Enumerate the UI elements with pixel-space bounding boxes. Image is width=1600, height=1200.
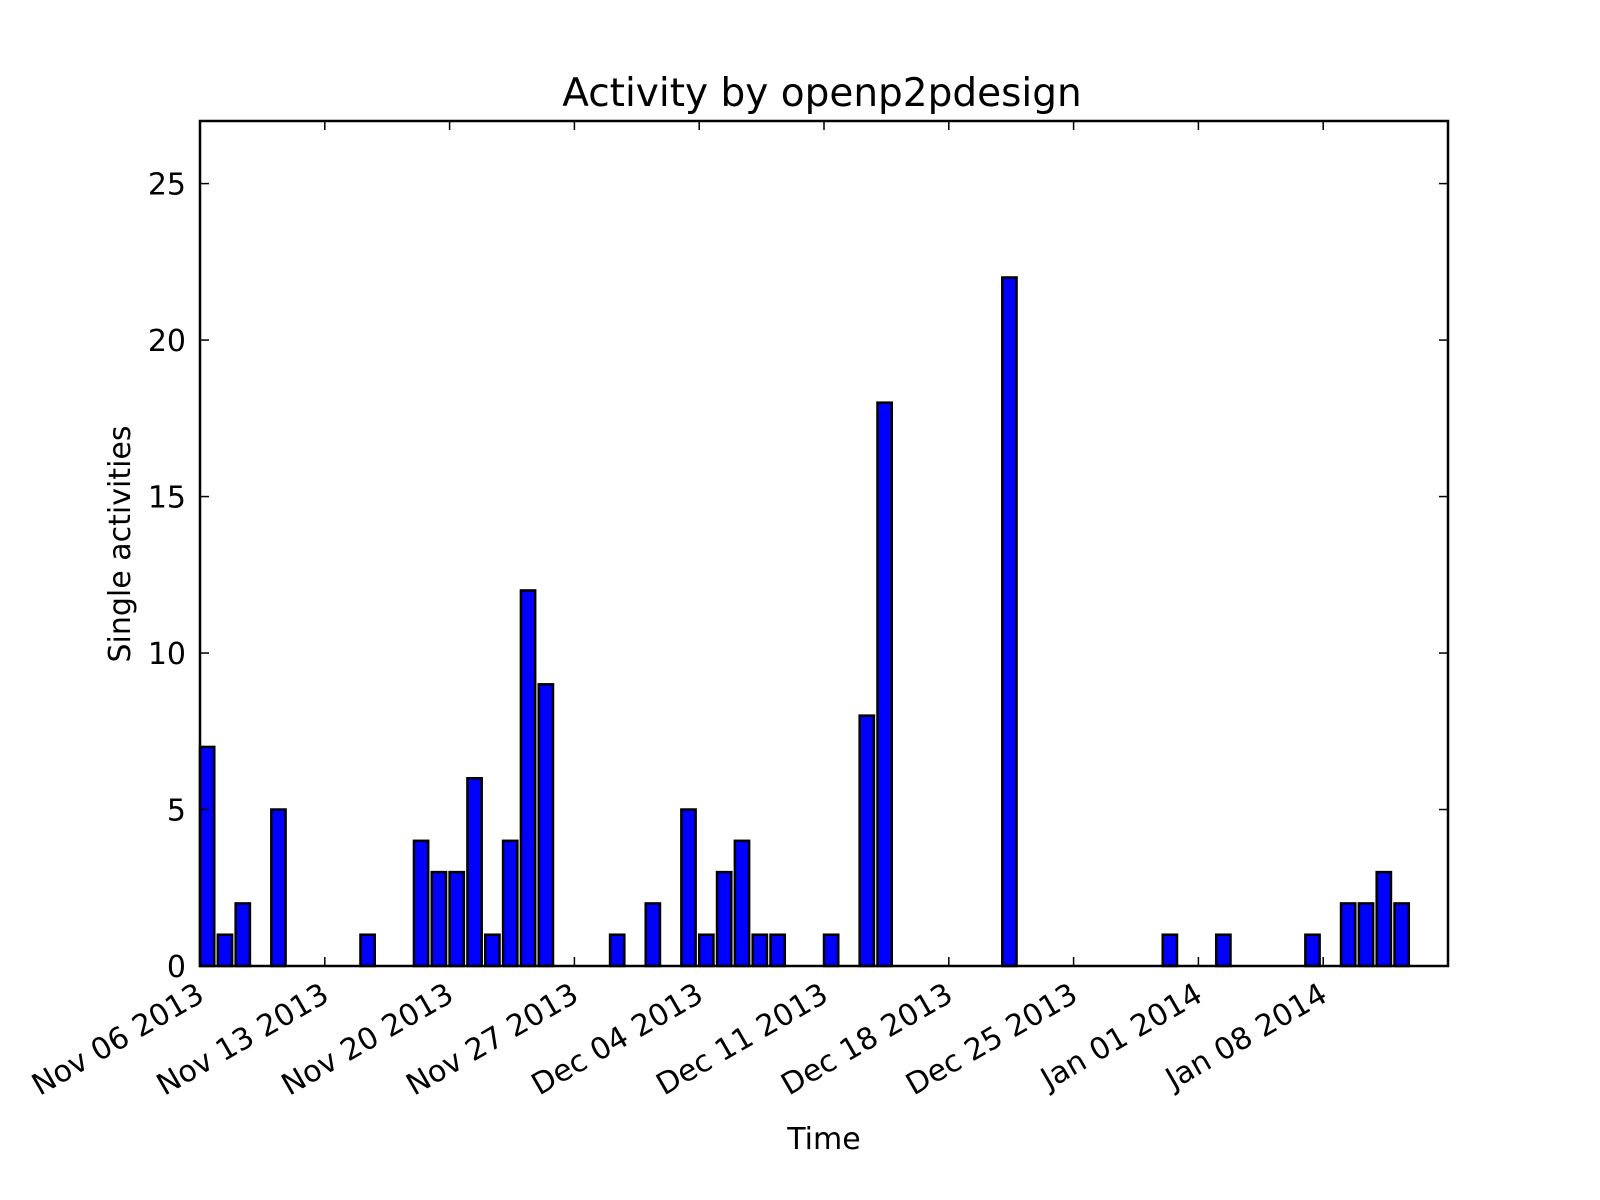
y-axis-label: Single activities (103, 425, 138, 662)
bar-2013-11-06 (198, 745, 216, 968)
bar-2014-01-10 (1357, 902, 1375, 968)
bar-2013-12-08 (769, 933, 787, 968)
bar-2013-11-25 (537, 683, 555, 968)
bar-2013-12-06 (733, 839, 751, 968)
bar-2013-11-07 (216, 933, 234, 968)
y-tick-label-20: 20 (148, 324, 186, 359)
bar-2013-12-13 (858, 714, 876, 968)
bar-2014-01-12 (1393, 902, 1411, 968)
bar-2013-11-20 (448, 870, 466, 968)
y-tick-label-15: 15 (148, 481, 186, 516)
bar-2013-11-24 (519, 589, 537, 968)
bar-2013-11-29 (608, 933, 626, 968)
bar-2014-01-02 (1214, 933, 1232, 968)
y-tick-label-25: 25 (148, 168, 186, 203)
y-tick-label-10: 10 (148, 637, 186, 672)
bar-2014-01-11 (1375, 870, 1393, 968)
bar-2014-01-07 (1304, 933, 1321, 968)
bar-2013-11-08 (234, 902, 252, 968)
bar-2013-12-14 (876, 401, 893, 968)
bar-2013-12-30 (1161, 933, 1179, 968)
chart-title: Activity by openp2pdesign (562, 71, 1082, 116)
bar-2013-12-03 (680, 808, 697, 968)
bar-2013-11-18 (412, 839, 430, 968)
bar-2013-12-01 (644, 902, 662, 968)
bar-2013-11-15 (359, 933, 376, 968)
bar-2013-12-21 (1001, 276, 1018, 968)
bar-2013-11-10 (270, 808, 287, 968)
bar-2013-12-07 (751, 933, 769, 968)
bar-2013-12-04 (697, 933, 715, 968)
plot-frame (198, 119, 1450, 968)
bar-2013-12-05 (715, 870, 733, 968)
bar-2014-01-09 (1339, 902, 1357, 968)
bar-2013-11-23 (501, 839, 519, 968)
bar-2013-11-21 (466, 776, 483, 968)
y-tick-label-5: 5 (167, 794, 186, 829)
y-tick-label-0: 0 (167, 950, 186, 985)
bar-2013-11-19 (430, 870, 448, 968)
bar-2013-11-22 (484, 933, 501, 968)
bar-2013-12-11 (822, 933, 840, 968)
x-axis-label: Time (786, 1122, 860, 1157)
